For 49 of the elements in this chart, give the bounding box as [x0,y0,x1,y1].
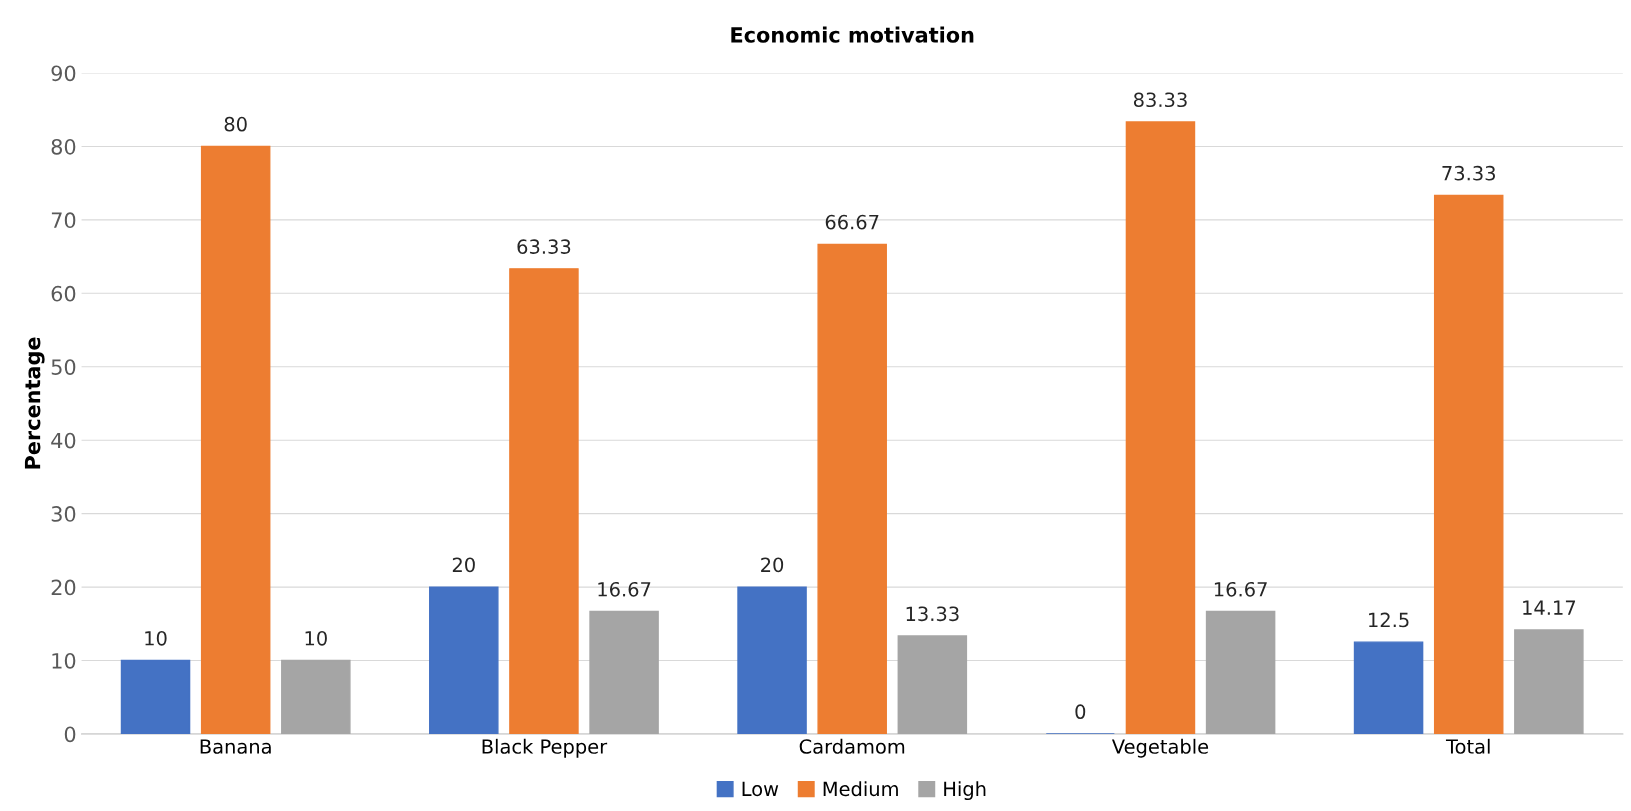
bar [200,145,271,734]
x-tick-label: Cardamom [799,738,905,754]
legend-label: Low [742,781,779,797]
x-tick-label: Vegetable [1111,738,1209,758]
y-tick-label: 40 [51,432,76,449]
y-tick-label: 70 [51,212,76,229]
legend-label: Medium [823,781,898,797]
data-label: 80 [224,116,247,132]
legend-label: High [944,781,986,801]
bar [1514,629,1584,734]
x-tick-label: Total [1445,738,1490,754]
y-tick-label: 80 [51,138,76,155]
bar [817,243,887,734]
data-label: 66.67 [825,214,879,230]
y-tick-label: 0 [64,726,76,743]
bar [897,635,968,734]
bar [589,610,659,734]
y-tick-label: 10 [52,652,76,669]
y-tick-label: 30 [51,506,76,522]
y-tick-label: 90 [51,65,76,82]
data-label: 12.5 [1369,612,1409,628]
y-tick-label: 20 [51,579,76,596]
data-label: 83.33 [1133,92,1187,108]
data-label: 16.67 [598,581,651,597]
bar [1353,641,1424,734]
bar [1125,121,1196,734]
data-label: 13.33 [906,606,959,622]
bar [509,268,579,734]
data-label: 63.33 [517,239,571,254]
data-label: 20 [452,557,475,573]
bar [429,586,499,734]
bar [281,659,351,734]
data-label: 10 [305,630,327,646]
chart-title: Economic motivation [731,26,974,43]
x-tick-label: Black Pepper [482,738,608,758]
data-label: 0 [1075,704,1086,720]
bar [1433,194,1504,734]
x-tick-label: Banana [200,739,271,754]
bar [1205,610,1276,734]
data-label: 20 [761,557,784,573]
y-tick-label: 50 [51,359,76,375]
y-axis-title: Percentage [24,337,45,469]
data-label: 73.33 [1442,165,1495,181]
bar [120,659,191,734]
data-label: 14.17 [1523,600,1576,615]
y-tick-label: 60 [51,285,76,302]
data-label: 16.67 [1214,581,1267,597]
data-label: 10 [145,630,167,646]
bar [737,586,807,734]
